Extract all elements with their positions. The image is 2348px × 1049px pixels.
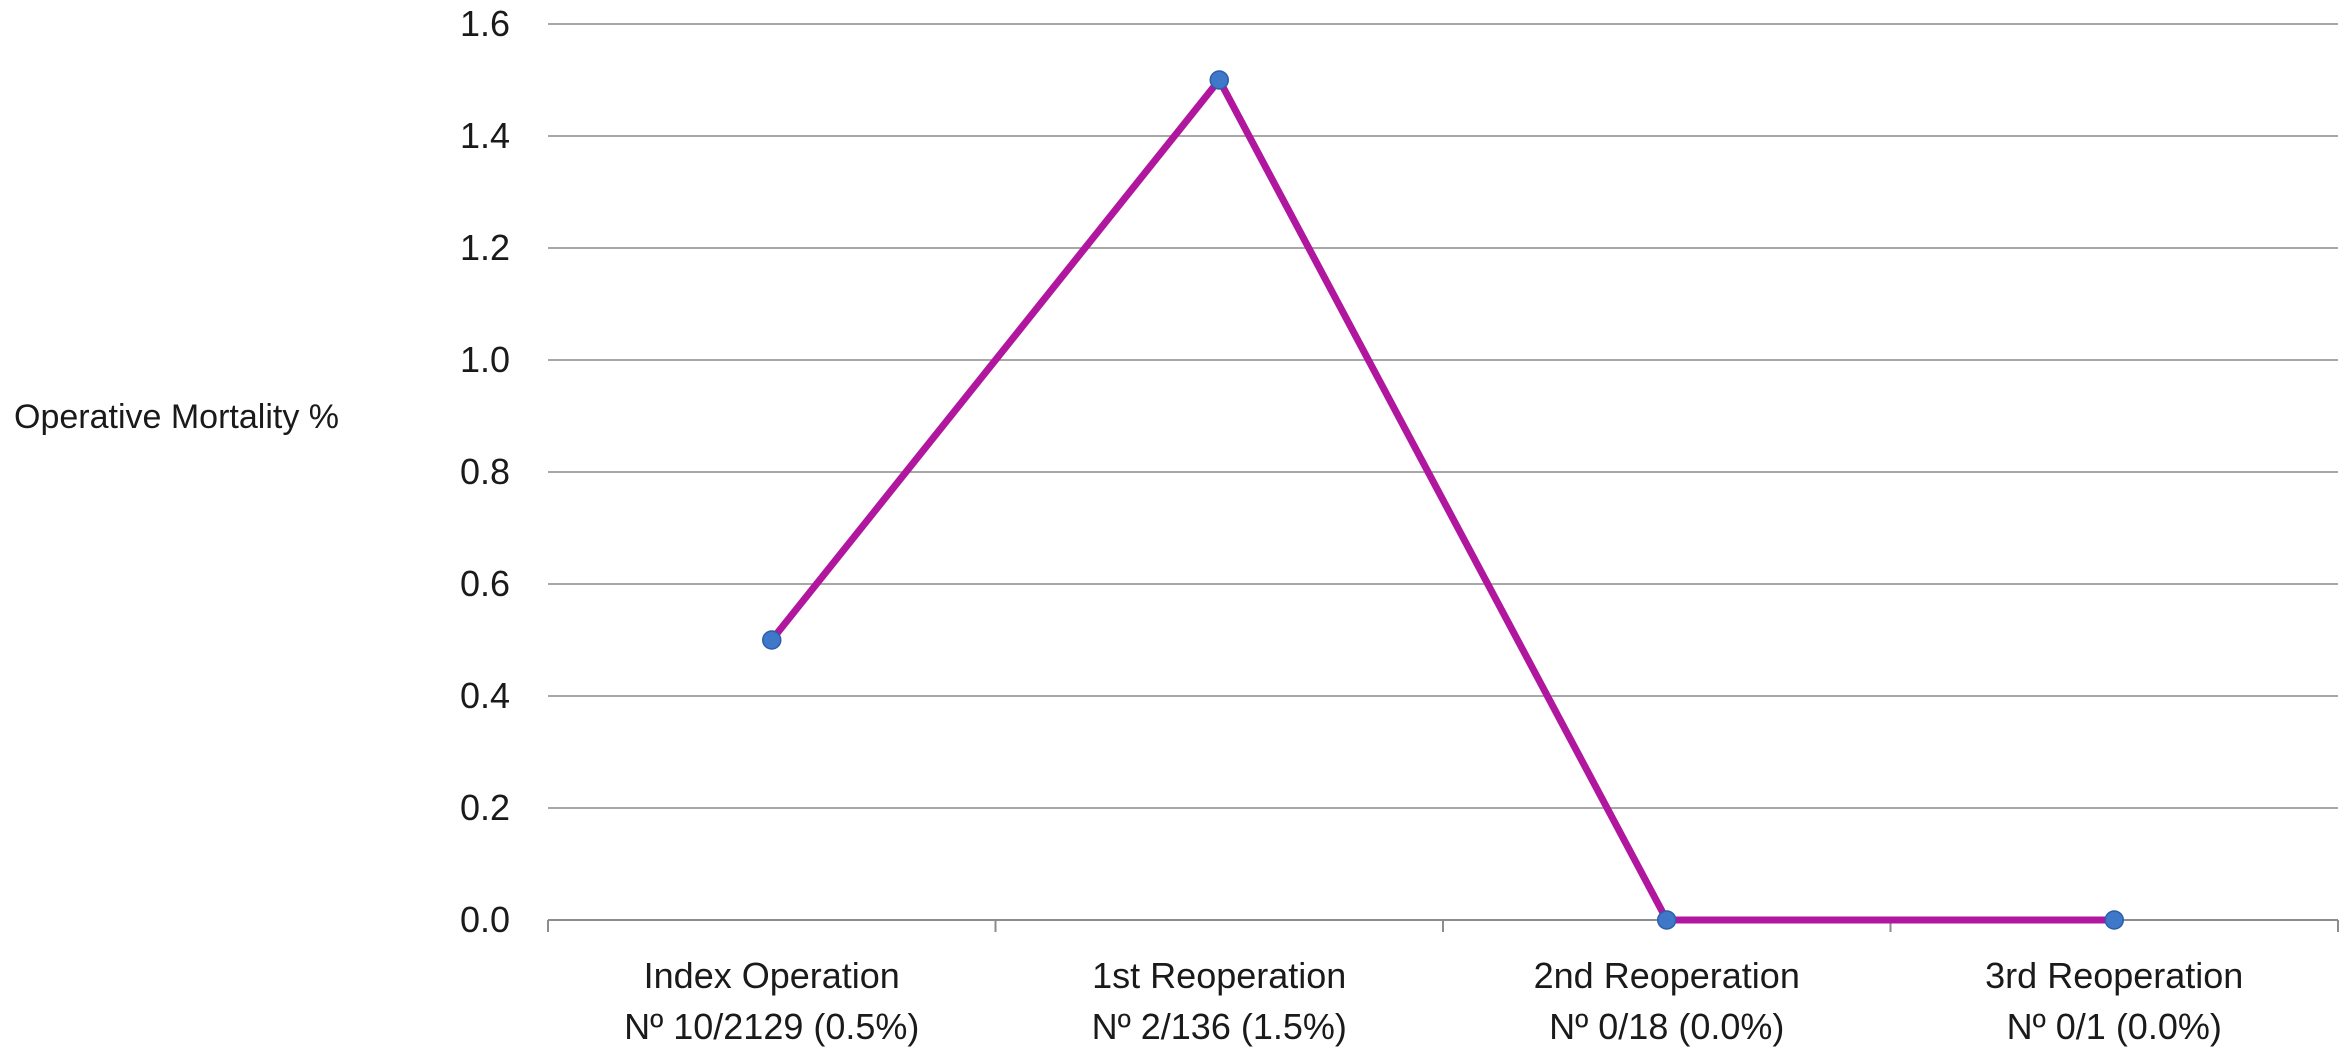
series-line xyxy=(769,73,2115,924)
y-tick-label: 0.2 xyxy=(460,787,510,828)
x-tick-sublabel: Nº 0/18 (0.0%) xyxy=(1549,1006,1784,1047)
data-point xyxy=(1657,910,1677,930)
y-tick-label: 1.2 xyxy=(460,227,510,268)
y-axis-label: Operative Mortality % xyxy=(14,398,339,436)
data-point xyxy=(1209,70,1229,90)
y-tick-label: 1.0 xyxy=(460,339,510,380)
x-tick-sublabel: Nº 2/136 (1.5%) xyxy=(1092,1006,1347,1047)
y-tick-label: 0.6 xyxy=(460,563,510,604)
x-tick-label: 3rd Reoperation xyxy=(1985,955,2243,996)
data-point xyxy=(2104,910,2124,930)
y-tick-label: 0.4 xyxy=(460,675,510,716)
x-tick-label: 1st Reoperation xyxy=(1092,955,1346,996)
y-tick-label: 0.0 xyxy=(460,899,510,940)
x-tick-label: 2nd Reoperation xyxy=(1534,955,1800,996)
y-tick-label: 1.4 xyxy=(460,115,510,156)
data-point xyxy=(762,630,782,650)
y-tick-label: 0.8 xyxy=(460,451,510,492)
x-tick-label: Index Operation xyxy=(644,955,900,996)
x-tick-sublabel: Nº 10/2129 (0.5%) xyxy=(624,1006,919,1047)
x-tick-sublabel: Nº 0/1 (0.0%) xyxy=(2007,1006,2222,1047)
y-tick-label: 1.6 xyxy=(460,3,510,44)
